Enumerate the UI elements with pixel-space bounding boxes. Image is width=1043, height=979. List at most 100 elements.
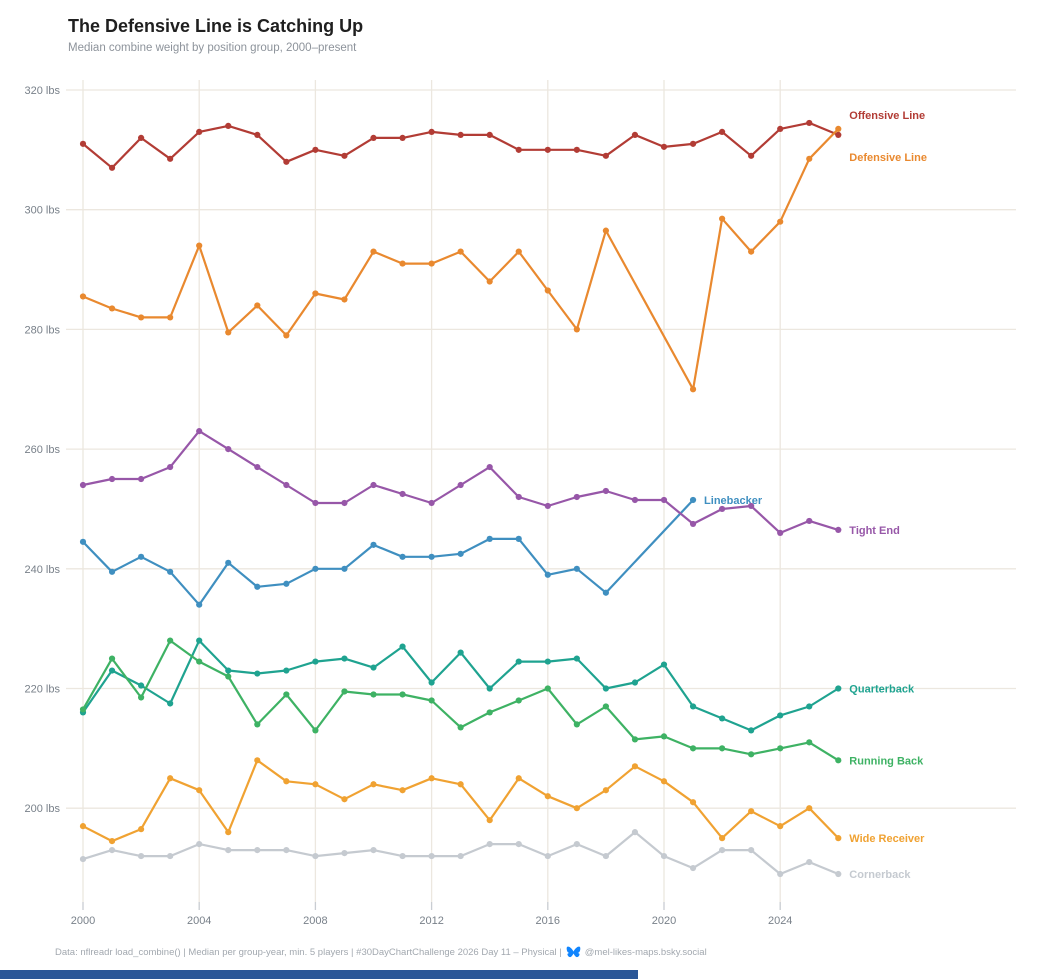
series-point-tight-end-2002	[138, 475, 145, 483]
x-axis-label-2004: 2004	[187, 915, 211, 927]
series-point-linebacker-2008	[312, 565, 319, 572]
series-point-linebacker-2010	[370, 541, 377, 548]
series-point-offensive-line-2000	[79, 140, 87, 147]
series-point-linebacker-2016	[544, 571, 551, 578]
series-point-linebacker-2005	[225, 559, 232, 566]
series-point-wide-receiver-2013	[457, 781, 464, 788]
series-point-quarterback-2011	[399, 643, 406, 650]
series-point-linebacker-2001	[108, 568, 116, 575]
series-point-offensive-line-2022	[719, 128, 726, 135]
series-point-cornerback-2001	[108, 846, 116, 854]
series-point-tight-end-2023	[748, 502, 755, 510]
series-point-defensive-line-2010	[370, 248, 377, 255]
series-point-offensive-line-2023	[748, 152, 755, 159]
series-point-offensive-line-2006	[254, 131, 261, 138]
series-point-quarterback-2010	[370, 664, 377, 671]
series-line-wide-receiver	[81, 759, 840, 843]
series-point-defensive-line-2016	[544, 287, 551, 294]
series-point-tight-end-2017	[573, 493, 580, 501]
series-point-tight-end-2001	[108, 475, 116, 483]
series-point-quarterback-2015	[515, 658, 522, 665]
series-point-wide-receiver-2005	[225, 829, 232, 836]
series-point-offensive-line-2019	[631, 131, 639, 138]
x-axis-label-2012: 2012	[419, 915, 443, 927]
y-axis-label-280: 280 lbs	[25, 324, 61, 336]
series-point-quarterback-2005	[225, 667, 232, 674]
series-point-cornerback-2013	[457, 852, 464, 860]
series-label-defensive-line: Defensive Line	[849, 152, 927, 164]
series-point-running-back-2001	[108, 655, 116, 662]
series-point-tight-end-2012	[428, 499, 435, 507]
series-point-wide-receiver-2011	[399, 787, 406, 794]
series-point-linebacker-2000	[79, 538, 87, 545]
y-axis-label-260: 260 lbs	[25, 444, 61, 456]
series-point-quarterback-2020	[660, 661, 668, 668]
series-point-wide-receiver-2008	[312, 781, 319, 788]
series-point-running-back-2024	[777, 745, 784, 752]
series-point-running-back-2023	[748, 751, 755, 758]
series-point-quarterback-2021	[689, 703, 697, 710]
series-point-wide-receiver-2003	[167, 775, 174, 782]
series-point-cornerback-2026	[835, 870, 842, 878]
series-point-linebacker-2018	[602, 589, 610, 596]
series-point-tight-end-2025	[806, 517, 813, 525]
series-point-cornerback-2003	[167, 852, 174, 860]
series-point-offensive-line-2008	[312, 146, 319, 153]
series-point-wide-receiver-2017	[573, 805, 580, 812]
series-point-tight-end-2004	[196, 428, 203, 435]
series-point-defensive-line-2004	[196, 242, 203, 249]
series-point-wide-receiver-2024	[777, 823, 784, 830]
series-point-tight-end-2010	[370, 481, 377, 489]
series-point-offensive-line-2016	[544, 146, 551, 153]
series-point-linebacker-2003	[167, 568, 174, 575]
series-point-quarterback-2016	[544, 658, 551, 665]
series-point-cornerback-2025	[806, 858, 813, 866]
series-point-wide-receiver-2000	[79, 823, 87, 830]
series-point-running-back-2012	[428, 697, 435, 704]
series-point-linebacker-2013	[457, 550, 464, 557]
series-point-quarterback-2022	[719, 715, 726, 722]
series-label-linebacker: Linebacker	[704, 495, 763, 507]
series-point-cornerback-2008	[312, 852, 319, 860]
series-point-linebacker-2004	[196, 601, 203, 608]
series-point-wide-receiver-2025	[806, 805, 813, 812]
series-point-defensive-line-2006	[254, 302, 261, 309]
series-point-offensive-line-2025	[806, 119, 813, 127]
series-point-linebacker-2006	[254, 583, 261, 590]
series-point-offensive-line-2012	[428, 128, 435, 135]
series-point-defensive-line-2005	[225, 329, 232, 336]
series-point-defensive-line-2021	[689, 386, 697, 393]
series-point-defensive-line-2008	[312, 290, 319, 297]
series-point-running-back-2005	[225, 673, 232, 680]
series-point-tight-end-2015	[515, 493, 522, 501]
series-point-offensive-line-2010	[370, 134, 377, 141]
series-point-cornerback-2017	[573, 841, 580, 848]
chart-subtitle: Median combine weight by position group,…	[68, 42, 357, 54]
series-point-linebacker-2007	[283, 580, 290, 587]
y-axis-label-200: 200 lbs	[25, 803, 61, 815]
series-point-quarterback-2006	[254, 670, 261, 677]
series-point-defensive-line-2022	[719, 215, 726, 222]
series-point-tight-end-2021	[689, 520, 697, 528]
series-point-offensive-line-2004	[196, 128, 203, 135]
x-axis-label-2020: 2020	[652, 915, 676, 927]
series-point-running-back-2018	[602, 703, 610, 710]
series-point-defensive-line-2003	[167, 314, 174, 321]
series-point-cornerback-2009	[341, 849, 348, 857]
y-axis-label-300: 300 lbs	[25, 205, 61, 217]
series-point-running-back-2022	[719, 745, 726, 752]
series-point-defensive-line-2007	[283, 332, 290, 339]
series-point-running-back-2003	[167, 637, 174, 644]
series-point-wide-receiver-2016	[544, 793, 551, 800]
series-point-offensive-line-2003	[167, 155, 174, 162]
series-point-cornerback-2016	[544, 852, 551, 860]
x-axis-label-2000: 2000	[71, 915, 95, 927]
series-point-quarterback-2002	[138, 682, 145, 689]
series-point-offensive-line-2020	[660, 143, 668, 150]
y-axis-label-320: 320 lbs	[25, 85, 61, 97]
bottom-bar	[0, 970, 638, 979]
series-point-tight-end-2018	[602, 487, 610, 495]
series-label-quarterback: Quarterback	[849, 684, 915, 696]
series-point-running-back-2007	[283, 691, 290, 698]
series-point-cornerback-2004	[196, 841, 203, 848]
